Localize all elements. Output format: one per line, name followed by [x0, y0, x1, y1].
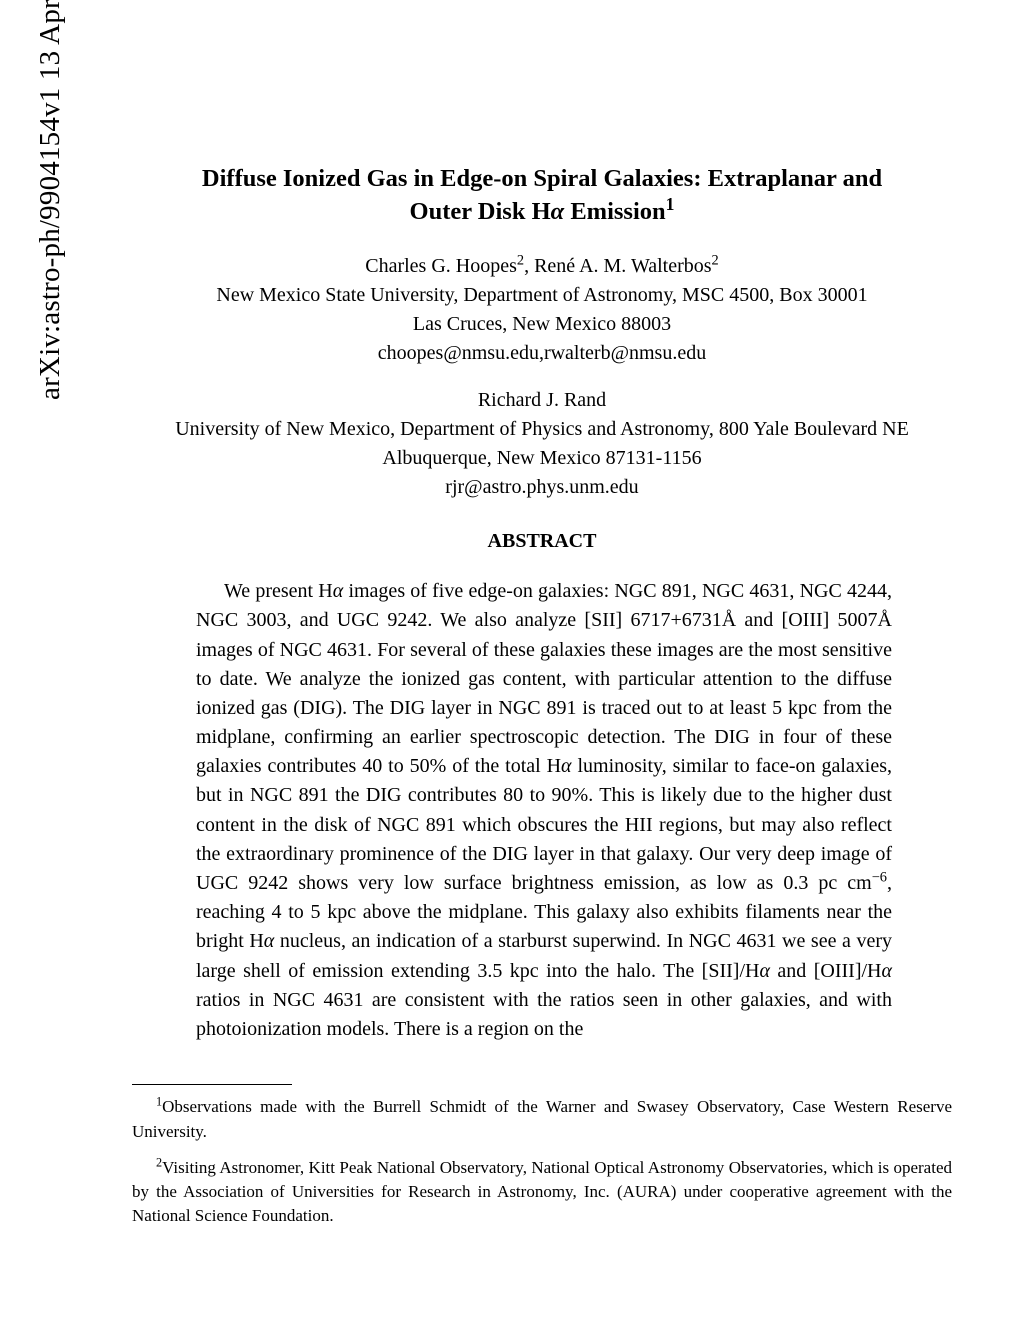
author-block-2: Richard J. Rand University of New Mexico… — [132, 386, 952, 502]
footnotes: 1Observations made with the Burrell Schm… — [132, 1084, 952, 1240]
page-content: Diffuse Ionized Gas in Edge-on Spiral Ga… — [132, 162, 952, 1044]
footnote-2-text: Visiting Astronomer, Kitt Peak National … — [132, 1158, 952, 1225]
footnote-1-text: Observations made with the Burrell Schmi… — [132, 1097, 952, 1140]
paper-title: Diffuse Ionized Gas in Edge-on Spiral Ga… — [132, 162, 952, 228]
title-line-1: Diffuse Ionized Gas in Edge-on Spiral Ga… — [202, 165, 882, 192]
footnote-rule — [132, 1084, 292, 1085]
title-line-2-pre: Outer Disk H — [410, 198, 551, 225]
affiliation-2b: Albuquerque, New Mexico 87131-1156 — [132, 444, 952, 473]
footnote-1: 1Observations made with the Burrell Schm… — [132, 1095, 952, 1143]
abstract-body: We present Hα images of five edge-on gal… — [196, 577, 892, 1044]
emails-1: choopes@nmsu.edu,rwalterb@nmsu.edu — [132, 339, 952, 368]
emails-2: rjr@astro.phys.unm.edu — [132, 473, 952, 502]
title-footnote-ref: 1 — [666, 194, 675, 214]
authors-line-1: Charles G. Hoopes2, René A. M. Walterbos… — [132, 252, 952, 281]
abstract-header: ABSTRACT — [132, 530, 952, 553]
authors-line-2: Richard J. Rand — [132, 386, 952, 415]
affiliation-1b: Las Cruces, New Mexico 88003 — [132, 310, 952, 339]
affiliation-2a: University of New Mexico, Department of … — [132, 415, 952, 444]
footnote-2: 2Visiting Astronomer, Kitt Peak National… — [132, 1156, 952, 1228]
title-line-2-post: Emission — [564, 198, 665, 225]
arxiv-identifier: arXiv:astro-ph/9904154v1 13 Apr 1999 — [34, 0, 67, 400]
author-block-1: Charles G. Hoopes2, René A. M. Walterbos… — [132, 252, 952, 368]
affiliation-1a: New Mexico State University, Department … — [132, 281, 952, 310]
author-footnote-ref: 2 — [517, 252, 524, 268]
title-alpha: α — [551, 198, 565, 225]
author-footnote-ref: 2 — [712, 252, 719, 268]
